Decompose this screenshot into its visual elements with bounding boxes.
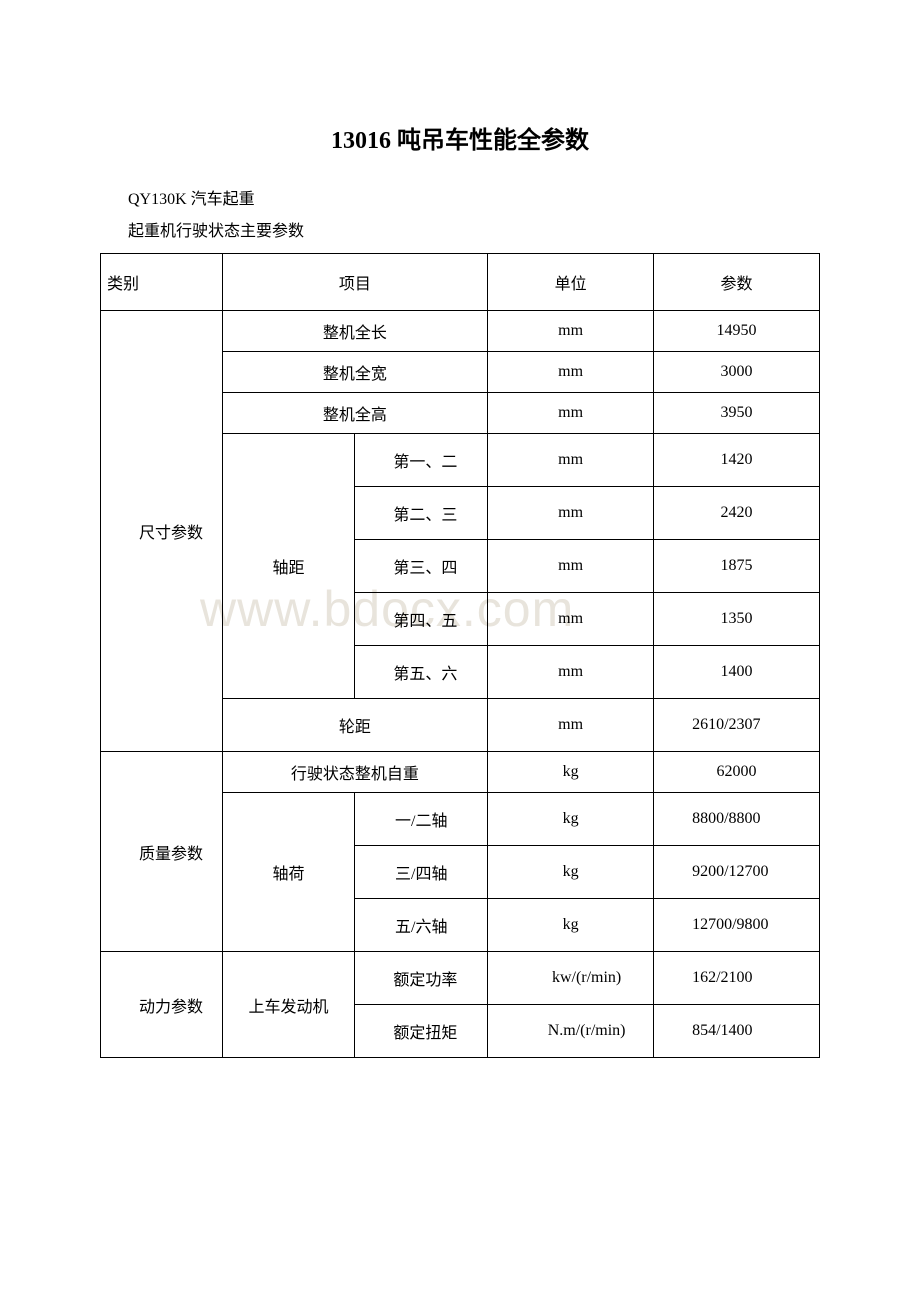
- header-item: 项目: [222, 254, 487, 311]
- unit-cell: mm: [488, 540, 654, 593]
- item-upper-engine: 上车发动机: [222, 952, 355, 1058]
- table-row: 动力参数 上车发动机 额定功率 kw/(r/min) 162/2100: [101, 952, 820, 1005]
- item-rated-torque: 额定扭矩: [355, 1005, 488, 1058]
- value-cell: 62000: [654, 752, 820, 793]
- item-axle56: 五/六轴: [355, 899, 488, 952]
- category-mass: 质量参数: [101, 752, 223, 952]
- unit-cell: kw/(r/min): [488, 952, 654, 1005]
- value-cell: 854/1400: [654, 1005, 820, 1058]
- category-size: 尺寸参数: [101, 311, 223, 752]
- table-header-row: 类别 项目 单位 参数: [101, 254, 820, 311]
- document-title: 13016 吨吊车性能全参数: [100, 120, 820, 155]
- value-cell: 1400: [654, 646, 820, 699]
- unit-cell: mm: [488, 434, 654, 487]
- value-cell: 2610/2307: [654, 699, 820, 752]
- unit-cell: mm: [488, 646, 654, 699]
- unit-cell: mm: [488, 593, 654, 646]
- item-track: 轮距: [222, 699, 487, 752]
- value-cell: 3000: [654, 352, 820, 393]
- value-cell: 1420: [654, 434, 820, 487]
- value-cell: 2420: [654, 487, 820, 540]
- unit-cell: kg: [488, 793, 654, 846]
- header-param: 参数: [654, 254, 820, 311]
- item-rated-power: 额定功率: [355, 952, 488, 1005]
- value-cell: 162/2100: [654, 952, 820, 1005]
- value-cell: 14950: [654, 311, 820, 352]
- item-wb56: 第五、六: [355, 646, 488, 699]
- item-wb23: 第二、三: [355, 487, 488, 540]
- value-cell: 8800/8800: [654, 793, 820, 846]
- table-row: 尺寸参数 整机全长 mm 14950: [101, 311, 820, 352]
- item-wb12: 第一、二: [355, 434, 488, 487]
- value-cell: 12700/9800: [654, 899, 820, 952]
- spec-table: 类别 项目 单位 参数 尺寸参数 整机全长 mm 14950 整机全宽 mm 3…: [100, 253, 820, 1058]
- intro-line-1: QY130K 汽车起重: [100, 185, 820, 209]
- item-axle34: 三/四轴: [355, 846, 488, 899]
- category-power: 动力参数: [101, 952, 223, 1058]
- unit-cell: mm: [488, 352, 654, 393]
- value-cell: 3950: [654, 393, 820, 434]
- unit-cell: mm: [488, 487, 654, 540]
- value-cell: 1875: [654, 540, 820, 593]
- item-full-height: 整机全高: [222, 393, 487, 434]
- value-cell: 9200/12700: [654, 846, 820, 899]
- item-full-width: 整机全宽: [222, 352, 487, 393]
- item-wb34: 第三、四: [355, 540, 488, 593]
- item-self-weight: 行驶状态整机自重: [222, 752, 487, 793]
- unit-cell: mm: [488, 699, 654, 752]
- unit-cell: kg: [488, 846, 654, 899]
- intro-line-2: 起重机行驶状态主要参数: [100, 217, 820, 241]
- unit-cell: mm: [488, 311, 654, 352]
- table-row: 质量参数 行驶状态整机自重 kg 62000: [101, 752, 820, 793]
- item-axle12: 一/二轴: [355, 793, 488, 846]
- item-axle-load: 轴荷: [222, 793, 355, 952]
- unit-cell: kg: [488, 899, 654, 952]
- header-category: 类别: [101, 254, 223, 311]
- unit-cell: kg: [488, 752, 654, 793]
- header-unit: 单位: [488, 254, 654, 311]
- unit-cell: mm: [488, 393, 654, 434]
- item-wheelbase: 轴距: [222, 434, 355, 699]
- unit-cell: N.m/(r/min): [488, 1005, 654, 1058]
- item-wb45: 第四、五: [355, 593, 488, 646]
- value-cell: 1350: [654, 593, 820, 646]
- item-full-length: 整机全长: [222, 311, 487, 352]
